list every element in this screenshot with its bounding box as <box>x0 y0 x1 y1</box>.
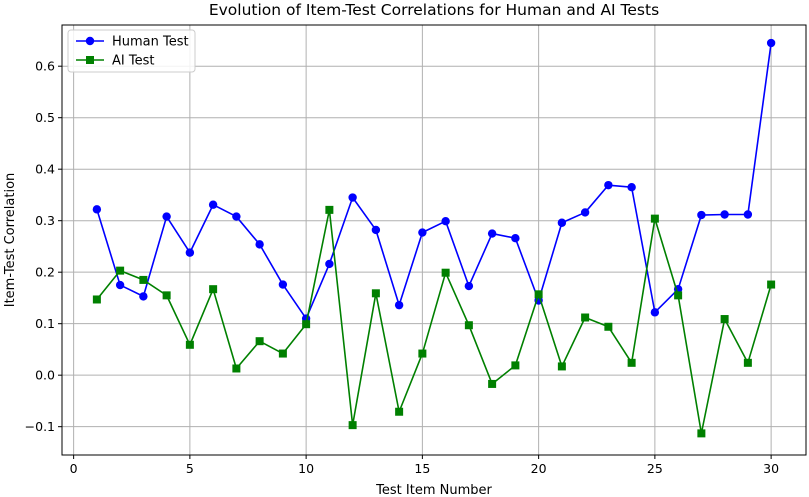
ai-test-point <box>720 315 729 324</box>
legend-label-ai-test: AI Test <box>112 54 154 69</box>
x-tick-label: 25 <box>647 461 663 476</box>
human-test-point <box>278 280 288 289</box>
legend-label-human-test: Human Test <box>112 35 189 50</box>
human-test-point <box>511 233 520 243</box>
ai-test-point <box>348 421 357 430</box>
legend-marker-ai-test <box>86 56 94 64</box>
legend-marker-human-test <box>85 36 95 46</box>
series-layer <box>92 38 776 438</box>
ai-test-point <box>534 290 543 299</box>
y-tick-label: 0.1 <box>35 316 55 331</box>
human-test-point <box>766 38 776 48</box>
human-test-point <box>208 200 218 209</box>
human-test-point <box>627 183 636 192</box>
ai-test-point <box>255 337 264 346</box>
human-test-point <box>92 205 102 214</box>
legend: Human Test AI Test <box>67 29 196 73</box>
ai-test-point <box>604 322 613 331</box>
human-test-point <box>115 280 125 290</box>
human-test-point <box>697 210 706 220</box>
human-test-point <box>743 210 753 219</box>
human-test-point <box>650 308 660 317</box>
y-tick-label: 0.2 <box>35 265 55 280</box>
ai-test-series <box>92 205 776 438</box>
ai-test-point <box>209 285 218 294</box>
plot-area <box>61 24 807 456</box>
y-tick-label: 0.0 <box>35 368 55 383</box>
ai-test-point <box>395 407 404 416</box>
x-tick-label: 5 <box>186 461 194 476</box>
ai-test-point <box>627 358 636 367</box>
ai-test-point <box>581 313 590 322</box>
human-test-point <box>394 300 404 310</box>
y-tick-label: −0.1 <box>25 419 55 434</box>
human-test-point <box>604 180 613 190</box>
human-test-point <box>441 217 450 226</box>
ai-test-point <box>139 275 148 284</box>
x-tick-label: 10 <box>298 461 314 476</box>
ai-test-point <box>464 321 473 330</box>
ai-test-point <box>325 205 334 214</box>
y-tick-label: 0.3 <box>35 213 55 228</box>
ai-test-point <box>278 349 287 358</box>
human-test-point <box>487 229 497 238</box>
human-test-point <box>185 248 195 257</box>
y-tick-label: 0.4 <box>35 162 55 177</box>
ai-test-point <box>441 268 450 277</box>
human-test-point <box>371 225 381 235</box>
human-test-line <box>96 42 772 320</box>
x-axis-label: Test Item Number <box>375 483 492 497</box>
y-axis-label: Item-Test Correlation <box>3 173 18 308</box>
x-tick-label: 30 <box>763 461 779 476</box>
human-test-point <box>557 218 567 227</box>
y-tick-label: 0.5 <box>35 110 55 125</box>
chart-title: Evolution of Item-Test Correlations for … <box>209 1 659 19</box>
human-test-point <box>139 292 148 301</box>
ai-test-point <box>674 291 683 300</box>
ai-test-point <box>185 340 194 349</box>
x-axis-ticks: 0 5 10 15 20 25 30 <box>70 455 779 476</box>
ai-test-point <box>92 295 101 304</box>
ai-test-point <box>488 379 497 388</box>
ai-test-point <box>767 280 776 289</box>
ai-test-line <box>96 209 772 435</box>
human-test-point <box>418 228 427 237</box>
ai-test-point <box>232 364 241 373</box>
human-test-point <box>162 212 171 221</box>
human-test-point <box>232 212 241 221</box>
human-test-point <box>580 208 590 217</box>
ai-test-point <box>418 349 427 358</box>
human-test-point <box>720 210 729 219</box>
x-tick-label: 15 <box>414 461 430 476</box>
ai-test-point <box>162 291 171 300</box>
human-test-point <box>348 193 357 202</box>
x-tick-label: 20 <box>531 461 547 476</box>
ai-test-point <box>116 266 125 275</box>
human-test-point <box>464 281 474 291</box>
ai-test-point <box>371 289 380 298</box>
ai-test-point <box>302 320 311 329</box>
human-test-point <box>325 259 334 269</box>
x-tick-label: 0 <box>70 461 78 476</box>
grid <box>62 25 806 455</box>
y-tick-label: 0.6 <box>35 59 55 74</box>
y-axis-ticks: −0.1 0.0 0.1 0.2 0.3 0.4 0.5 0.6 <box>25 59 62 434</box>
ai-test-point <box>697 429 706 438</box>
ai-test-point <box>557 362 566 371</box>
ai-test-point <box>743 358 752 367</box>
ai-test-point <box>650 214 659 223</box>
ai-test-point <box>511 361 520 370</box>
human-test-point <box>255 240 264 249</box>
